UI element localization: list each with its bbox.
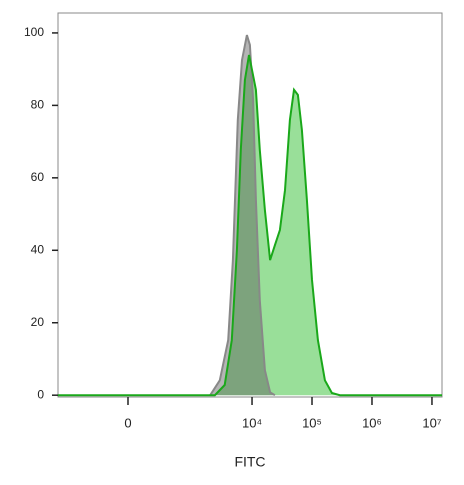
x-tick-label: 10⁴ [242,415,262,430]
line [209,34,276,397]
x-tick-label: 0 [124,415,131,430]
x-tick-label: 10⁷ [422,415,441,430]
x-tick-label: 10⁵ [302,415,322,430]
area [210,35,275,396]
area [58,55,442,396]
line [58,54,442,397]
y-tick-label: 0 [37,387,44,401]
y-tick-label: 60 [31,170,45,184]
x-tick-label: 10⁶ [362,415,382,430]
plot-frame [57,12,443,398]
y-tick-label: 40 [31,242,45,256]
y-tick-label: 20 [31,315,45,329]
y-tick-label: 80 [31,98,45,112]
y-tick-label: 100 [24,25,44,39]
x-axis-label: FITC [234,454,265,470]
